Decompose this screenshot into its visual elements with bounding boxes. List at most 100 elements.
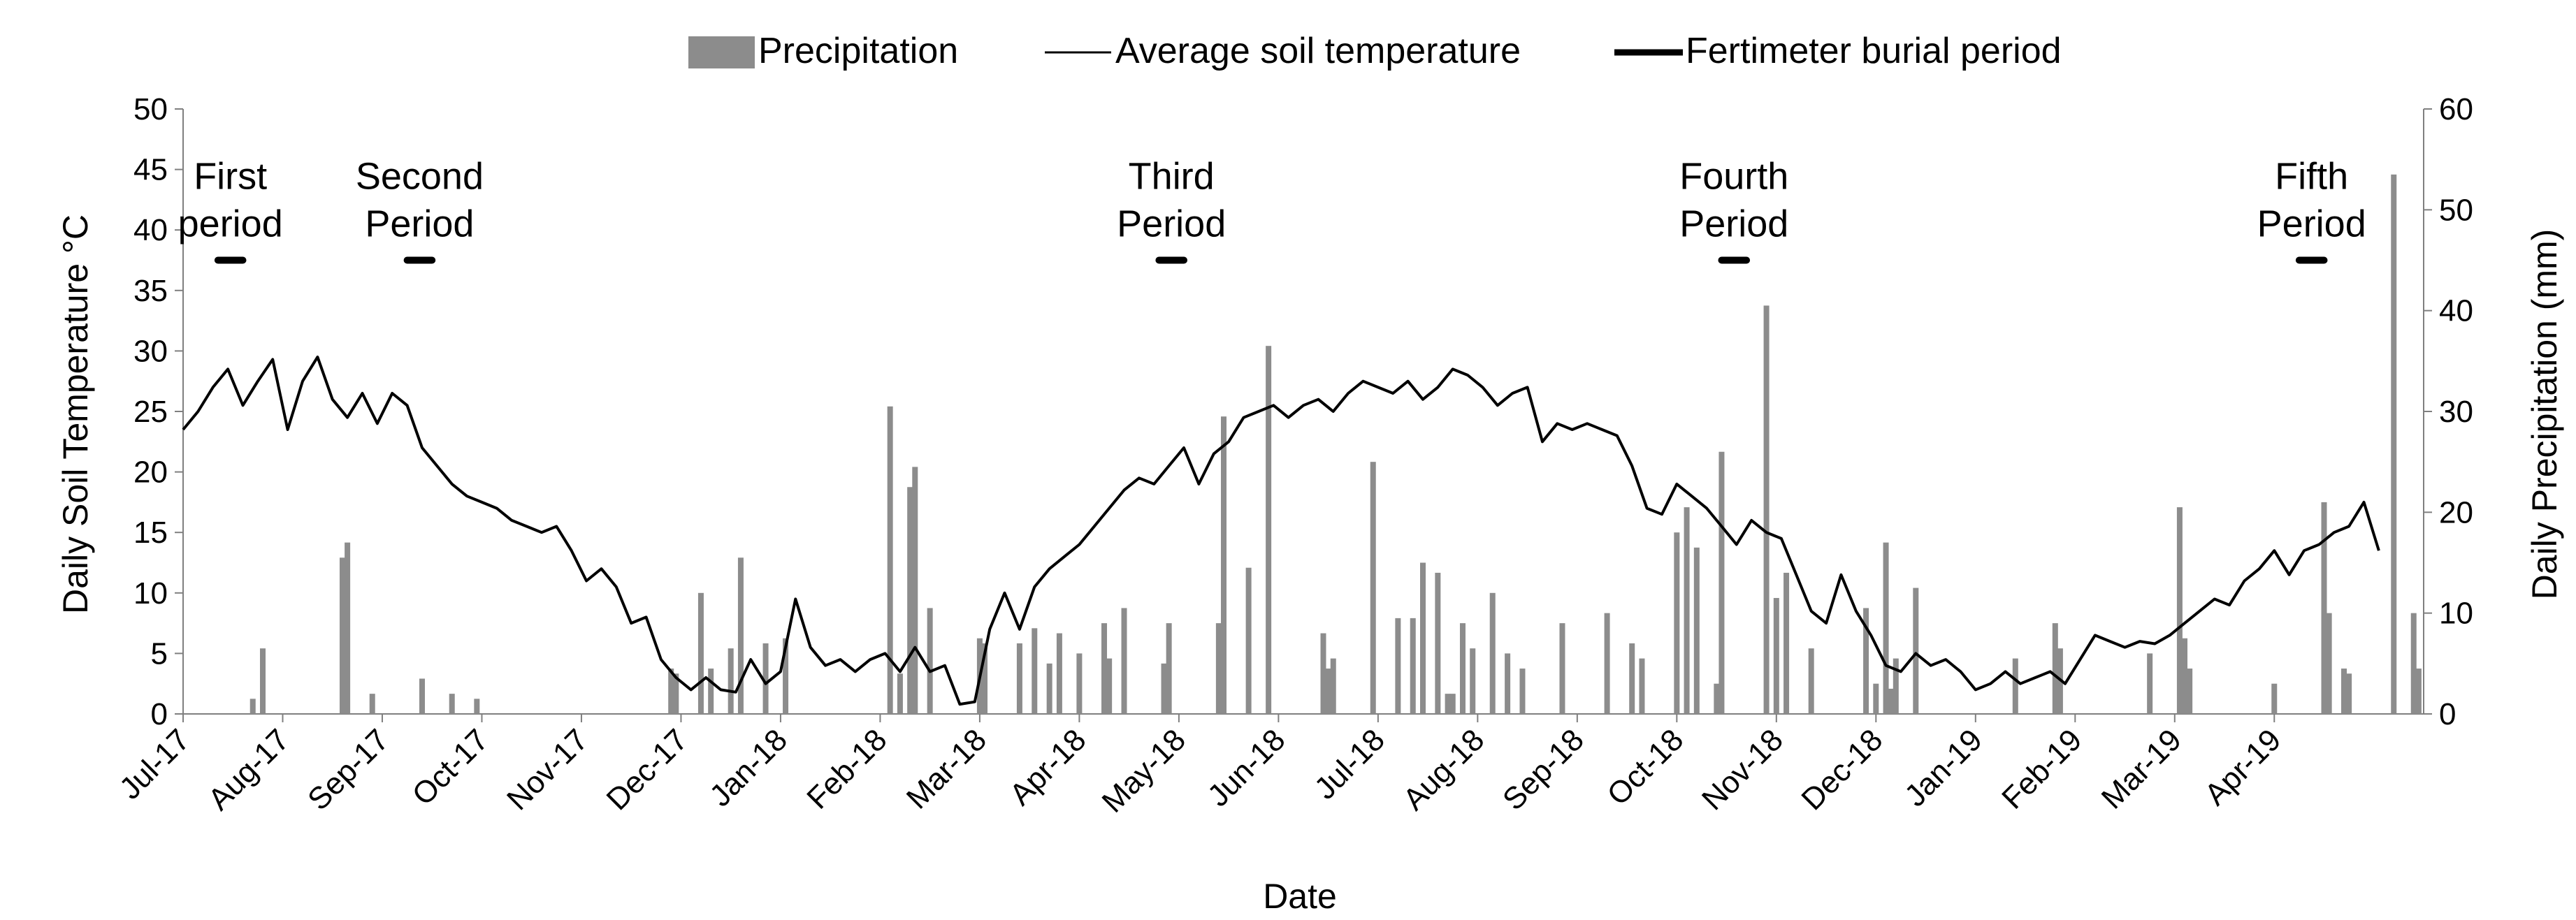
precipitation-bars [249,174,2422,715]
x-tick-label: Jul-17 [113,722,196,805]
y-left-tick-label: 0 [151,697,168,731]
precipitation-bar [259,648,266,714]
period-label-line1: Second [356,156,484,198]
precipitation-bar [419,678,425,714]
precipitation-bar [1266,346,1272,714]
y-left-tick-label: 45 [133,153,168,187]
precipitation-bar [668,669,674,714]
precipitation-bar [1320,633,1326,714]
precipitation-bar [1245,567,1252,714]
precipitation-bar [762,643,769,714]
precipitation-bar [345,542,351,714]
x-tick-label: Dec-18 [1795,722,1889,817]
x-tick-label: Jan-19 [1898,722,1989,813]
x-tick-label: Sep-17 [301,722,396,817]
y-left-tick-label: 50 [133,92,168,126]
x-tick-label: Aug-17 [202,722,296,817]
period-label-line2: Period [1117,203,1226,245]
precipitation-bar [708,669,714,714]
precipitation-bar [1808,648,1814,714]
precipitation-bar [783,638,789,714]
precipitation-bar [1519,669,1526,714]
precipitation-bar [2052,623,2058,714]
period-label-line2: Period [1679,203,1788,245]
precipitation-bar [728,648,734,714]
precipitation-bar [1330,658,1336,714]
y-right-tick-label: 20 [2439,495,2473,530]
precipitation-bar [2346,673,2352,714]
precipitation-bar [1559,623,1565,714]
y-left-tick-label: 10 [133,576,168,611]
x-tick-label: Oct-18 [1600,722,1690,812]
precipitation-bar [2321,502,2327,714]
precipitation-bar [1056,633,1062,714]
y-left-tick-label: 20 [133,455,168,490]
y-right-tick-label: 50 [2439,193,2473,227]
x-tick-label: Mar-18 [900,722,993,815]
precipitation-bar [1325,669,1331,714]
precipitation-bar [1161,663,1167,714]
y-right-tick-label: 40 [2439,294,2473,328]
legend-temp-label: Average soil temperature [1115,31,1521,71]
precipitation-bar [1718,451,1725,714]
legend-precip-swatch [688,36,755,68]
period-label-line2: Period [2257,203,2366,245]
x-tick-label: Feb-19 [1995,722,2088,815]
precipitation-bar [2187,669,2193,714]
y-left-tick-label: 5 [151,636,168,671]
precipitation-bar [1684,507,1690,714]
axes [175,108,2432,722]
y-right-tick-label: 0 [2439,697,2456,731]
precipitation-bar [1419,562,1426,714]
x-tick-label: Dec-17 [600,722,695,817]
temperature-series-line [182,356,2380,706]
precipitation-bar [449,694,455,714]
precipitation-bar [1693,547,1700,714]
x-axis-title: Date [1263,877,1337,916]
period-label-line1: Fourth [1679,156,1788,198]
precipitation-bar [927,608,933,714]
precipitation-bar [697,592,704,714]
x-tick-label: Nov-18 [1695,722,1790,817]
precipitation-bar [1435,572,1441,714]
y-left-tick-label: 35 [133,274,168,308]
x-tick-label: May-18 [1096,722,1192,819]
precipitation-bar [1674,532,1680,714]
x-tick-label: Jun-18 [1201,722,1292,813]
y-right-tick-label: 30 [2439,395,2473,429]
precipitation-bar [1166,623,1172,714]
y-left-tick-label: 40 [133,213,168,247]
precipitation-bar [1370,462,1376,714]
precipitation-bar [897,673,903,714]
precipitation-bar [339,557,345,714]
precipitation-bar [1445,694,1451,714]
precipitation-bar [2176,507,2183,714]
x-tick-label: Feb-18 [800,722,893,815]
precipitation-bar [1714,683,1720,714]
precipitation-bar [2415,669,2422,714]
precipitation-bar [912,467,918,714]
y-axis-left-title: Daily Soil Temperature °C [56,214,95,614]
precipitation-bar [1489,592,1496,714]
precipitation-bar [369,694,375,714]
precipitation-bar [1773,598,1779,714]
y-right-tick-label: 10 [2439,597,2473,631]
precipitation-bar [1863,608,1869,714]
legend-precip-label: Precipitation [758,31,958,71]
precipitation-bar [1215,623,1222,714]
period-label-line2: period [178,203,283,245]
x-tick-label: Mar-19 [2095,722,2188,815]
precipitation-bar [887,406,893,714]
precipitation-bar [1410,618,1416,714]
precipitation-bar [2271,683,2278,714]
burial-periods: First period Second Period Third Period Fourth… [178,156,2366,264]
precipitation-bar [982,643,988,714]
precipitation-bar [1639,658,1645,714]
precipitation-bar [1763,305,1770,714]
precipitation-bar [474,699,480,714]
precipitation-bar [737,557,744,714]
precipitation-bar [1629,643,1635,714]
precipitation-bar [2410,613,2417,714]
precipitation-bar [907,487,913,714]
